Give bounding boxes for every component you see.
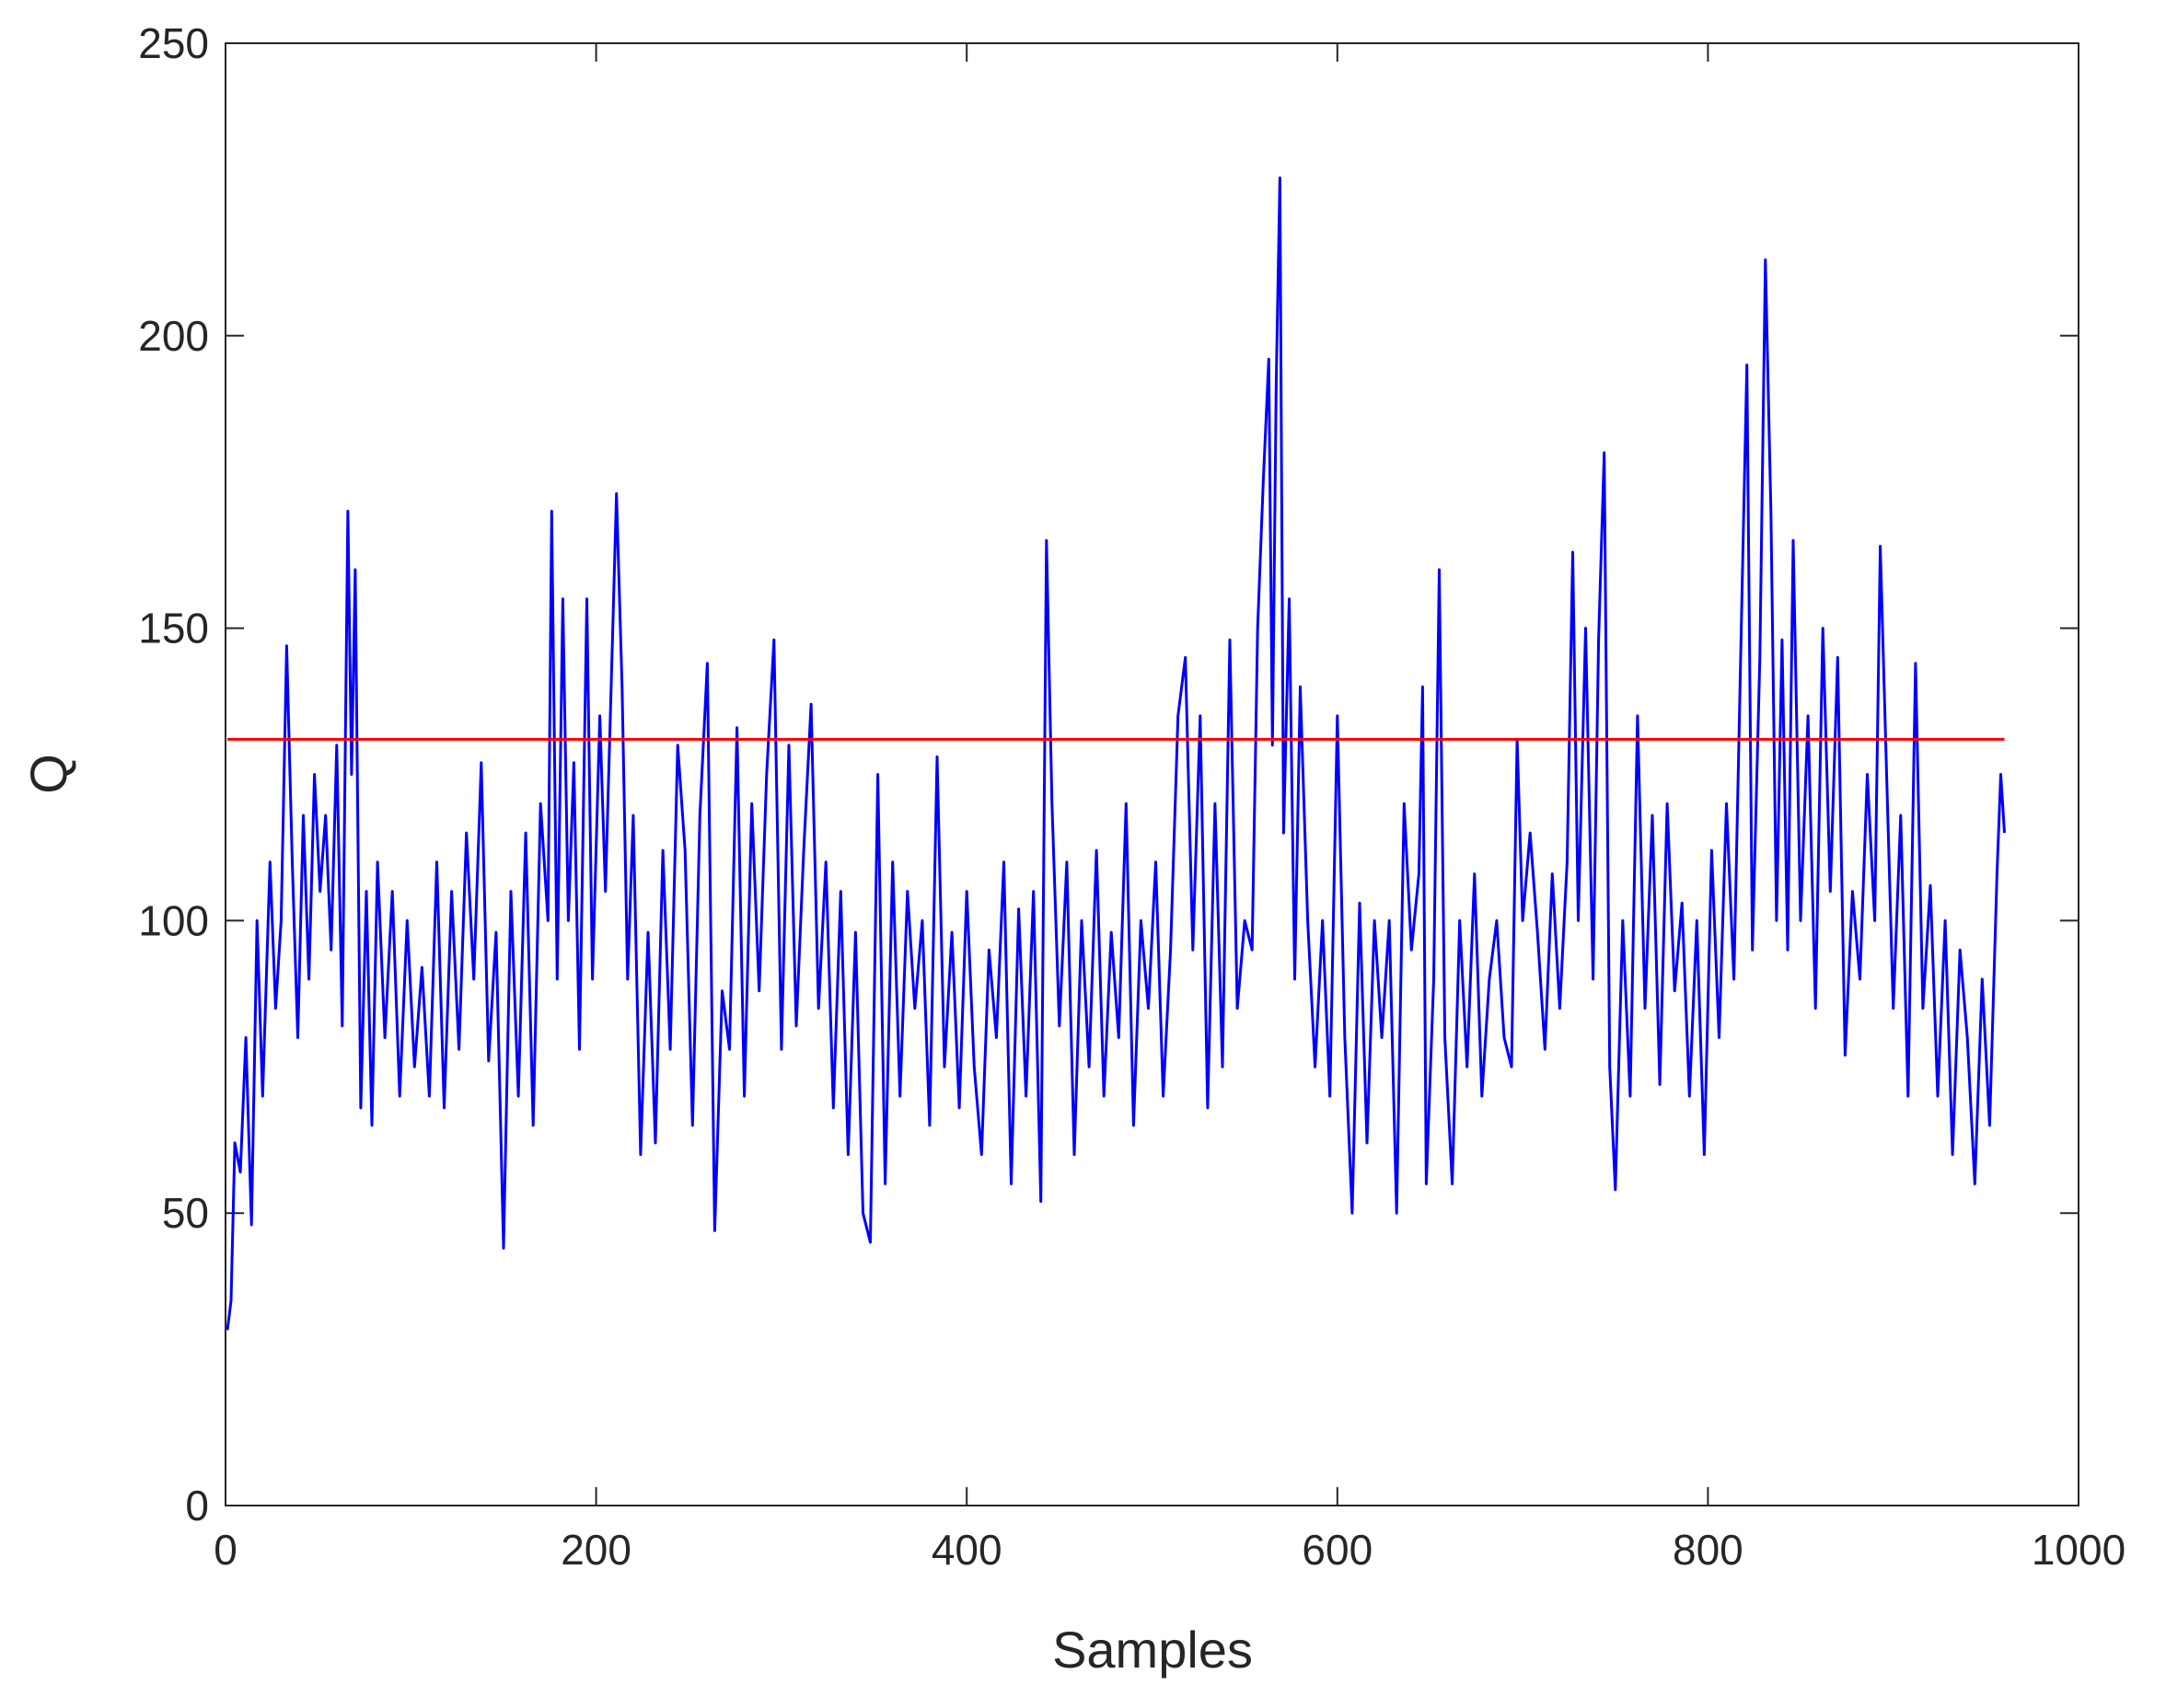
x-tick-label: 800 [1673, 1526, 1743, 1574]
y-tick-label: 50 [162, 1189, 209, 1237]
x-tick-label: 600 [1302, 1526, 1373, 1574]
y-axis-label: Q [19, 754, 77, 794]
x-axis-label: Samples [1052, 1621, 1253, 1679]
y-tick-label: 100 [138, 896, 209, 944]
y-tick-label: 150 [138, 605, 209, 652]
y-tick-label: 0 [185, 1482, 209, 1529]
y-tick-label: 200 [138, 312, 209, 360]
data-line [226, 176, 2006, 1331]
x-tick-label: 200 [561, 1526, 631, 1574]
x-tick-label: 0 [214, 1526, 237, 1574]
y-tick-label: 250 [138, 19, 209, 67]
x-tick-label: 400 [932, 1526, 1002, 1574]
x-tick-label: 1000 [2032, 1526, 2125, 1574]
plot-frame [225, 42, 2079, 1506]
